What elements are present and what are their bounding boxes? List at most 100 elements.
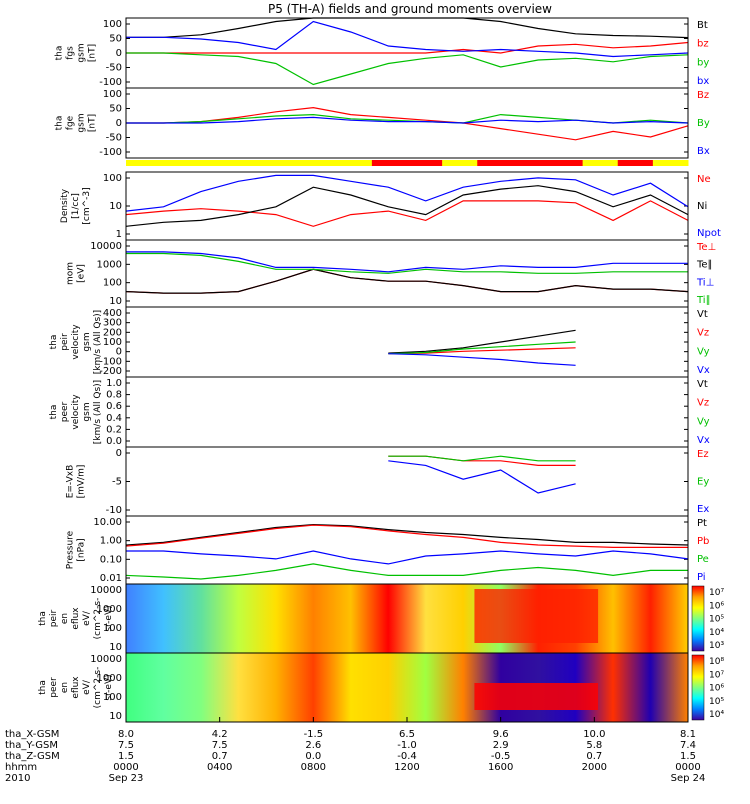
series-line-bx (126, 20, 689, 58)
colorbar (691, 654, 705, 721)
status-bar-segment (126, 160, 162, 166)
heatmap-image (126, 584, 688, 653)
heatmap-image (126, 653, 688, 722)
legend-Vx: Vx (697, 365, 710, 376)
y-tick-label: -100 (99, 77, 122, 88)
y-tick-label: 1000 (97, 259, 122, 270)
legend-Bx: Bx (697, 146, 710, 157)
y-tick-label: 1.0 (106, 378, 122, 389)
panel-9: thapeirenefluxeV/(cm^2-s-sr-eV) 10000 1000… (38, 583, 724, 654)
plot-title: P5 (TH-A) fields and ground moments over… (268, 2, 552, 16)
panel-2: thafgegsm[nT] 100 50 0 -50 -100 Bz By Bx (55, 87, 710, 159)
series-line-Ey (388, 456, 650, 461)
colorbar-label: 10⁶ (709, 684, 724, 694)
legend-Vy: Vy (697, 346, 710, 357)
y-tick-label: 10.00 (93, 517, 122, 528)
y-tick-label: -5 (112, 477, 122, 488)
y-tick-label: 10 (109, 296, 122, 307)
status-bar-segment (336, 160, 373, 166)
y-tick-label: 0 (116, 347, 122, 358)
x-axis-value: 7.5 (118, 740, 134, 751)
y-tick-label: 0 (116, 118, 122, 129)
panel-ylabel: thafgegsm[nT] (55, 113, 98, 132)
legend-bx: bx (697, 76, 709, 87)
y-tick-label: 0.0 (106, 436, 122, 447)
panel-ylabel: E=-VxB[mV/m] (66, 465, 87, 499)
y-tick-label: 1 (116, 229, 122, 240)
x-axis-value: 0000 (675, 762, 700, 773)
legend-Ex: Ex (697, 504, 709, 515)
status-bar-segment (582, 160, 619, 166)
legend-Ez: Ez (697, 449, 709, 460)
y-tick-label: 10000 (90, 585, 122, 596)
y-tick-label: 100 (103, 173, 122, 184)
panel-4: mom[eV]10000 1000 100 10 Te⊥ Te∥ Ti⊥ Ti∥ (66, 239, 716, 308)
status-bar-segment (617, 160, 654, 166)
status-bar-segment (512, 160, 548, 166)
legend-Pb: Pb (697, 536, 709, 547)
y-tick-label: 0.01 (100, 573, 122, 584)
panel-ylabel: thapeerenefluxeV/(cm^2-s-sr-eV) (38, 667, 114, 709)
x-axis-value: 8.0 (118, 729, 134, 740)
y-tick-label: 1.00 (100, 536, 122, 547)
colorbar-label: 10⁴ (709, 710, 724, 720)
legend-Vz: Vz (697, 328, 709, 339)
heatmap-band (474, 589, 599, 643)
x-axis-value: 0.7 (212, 751, 228, 762)
series-line-Pe (125, 563, 688, 580)
y-tick-label: 300 (103, 318, 122, 329)
x-axis-value: Sep 24 (671, 773, 706, 784)
series-line-Te∥ (125, 268, 689, 294)
status-bar-segment (547, 160, 584, 166)
x-axis-value: -1.0 (397, 740, 417, 751)
y-tick-label: 100 (103, 89, 122, 100)
legend-Vx: Vx (697, 435, 710, 446)
x-axis-value: 7.4 (680, 740, 696, 751)
y-tick-label: 100 (103, 692, 122, 703)
y-tick-label: 10 (109, 711, 122, 722)
series-line-Bx (126, 116, 689, 124)
y-tick-label: 100 (103, 623, 122, 634)
panel-frame (125, 446, 689, 517)
legend-Bz: Bz (697, 90, 709, 101)
y-tick-label: 10 (109, 642, 122, 653)
series-line-Ex (388, 461, 650, 493)
x-axis-value: 0000 (113, 762, 138, 773)
series-line-Ni (125, 185, 689, 227)
y-tick-label: 100 (103, 337, 122, 348)
x-axis-value: 6.5 (399, 729, 415, 740)
legend-Vz: Vz (697, 398, 709, 409)
y-tick-label: 1000 (97, 604, 122, 615)
y-tick-label: 100 (103, 19, 122, 30)
series-line-Pt (125, 523, 689, 546)
status-bar-segment (301, 160, 338, 166)
panel-frame (125, 239, 689, 308)
legend-bz: bz (697, 39, 709, 50)
legend-Te⊥: Te⊥ (696, 242, 716, 253)
series-line-Vx (388, 354, 650, 366)
status-bar-segment (266, 160, 303, 166)
status-bar-segment (407, 160, 443, 166)
y-tick-label: 10000 (90, 654, 122, 665)
series-line-bz (126, 41, 689, 54)
colorbar (691, 585, 705, 652)
legend-Vt: Vt (697, 379, 708, 390)
x-axis-value: 2.6 (305, 740, 321, 751)
colorbar-label: 10⁸ (709, 657, 724, 667)
x-axis-value: 1.5 (118, 751, 134, 762)
y-tick-label: 10 (109, 201, 122, 212)
panel-ylabel: thapeirenefluxeV/(cm^2-s-sr-eV) (38, 598, 114, 640)
panel-frame (125, 171, 689, 241)
status-bar-segment (652, 160, 689, 166)
y-tick-label: -50 (106, 63, 122, 74)
legend-by: by (697, 57, 709, 68)
colorbar-label: 10⁵ (709, 615, 724, 625)
series-line-Ez (388, 456, 650, 465)
colorbar-label: 10³ (709, 641, 724, 651)
legend-Ne: Ne (697, 174, 711, 185)
y-tick-label: 200 (103, 327, 122, 338)
x-axis-value: 4.2 (212, 729, 228, 740)
status-bar-segment (442, 160, 478, 166)
